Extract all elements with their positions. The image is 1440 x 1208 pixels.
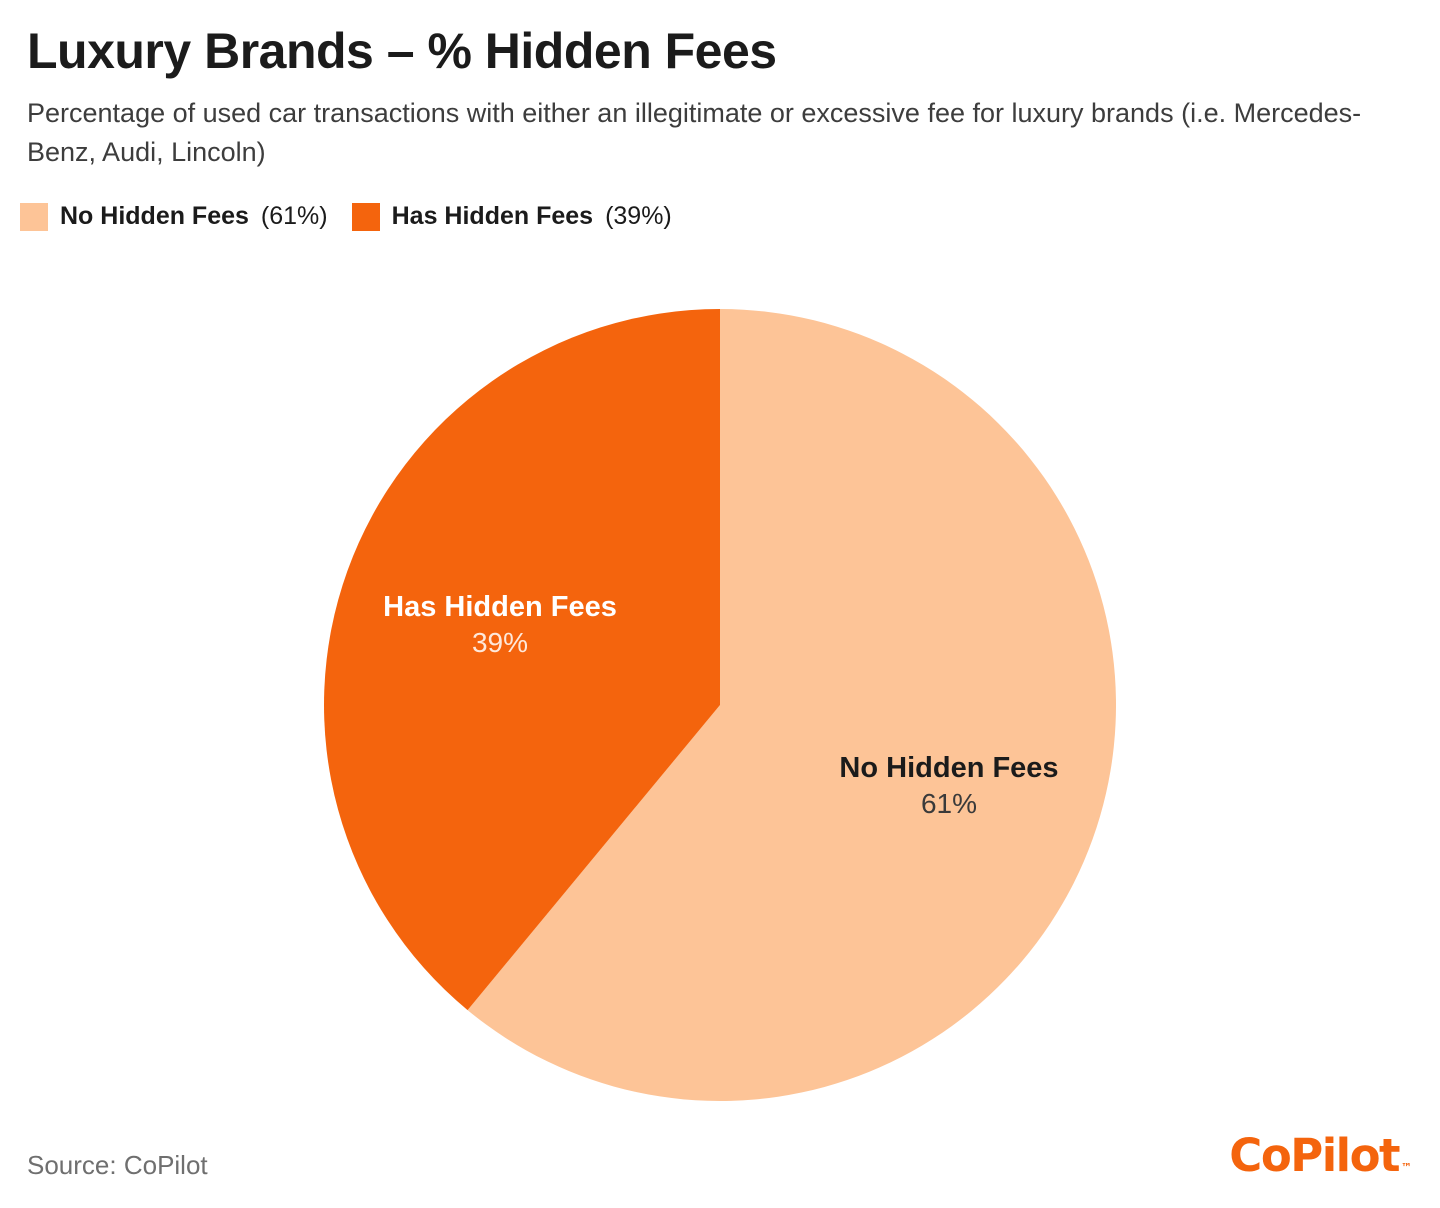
legend-label-no-hidden-fees: No Hidden Fees: [60, 202, 249, 230]
slice-label-percent: 39%: [471, 627, 529, 658]
legend-pct-no-hidden-fees: (61%): [260, 202, 328, 230]
page-subtitle: Percentage of used car transactions with…: [27, 98, 1362, 167]
legend-item-has-hidden-fees: Has Hidden Fees (39%): [351, 202, 672, 231]
pie-chart-area: Has Hidden Fees 39% No Hidden Fees 61%: [324, 309, 1116, 1101]
pie-slice-has-hidden-fees: [324, 309, 720, 1011]
legend-label-has-hidden-fees: Has Hidden Fees: [391, 202, 594, 230]
pie-chart: [324, 309, 1116, 1101]
legend-pct-has-hidden-fees: (39%): [605, 202, 672, 230]
legend-item-no-hidden-fees: No Hidden Fees (61%): [20, 202, 328, 231]
slice-label-has-hidden-fees: Has Hidden Fees 39%: [330, 589, 670, 661]
page-title: Luxury Brands – % Hidden Fees: [27, 23, 777, 79]
slice-label-percent: 61%: [920, 788, 978, 819]
slice-label-title: Has Hidden Fees: [383, 591, 617, 623]
copilot-logo-text: CoPilot: [1229, 1129, 1400, 1182]
slice-label-title: No Hidden Fees: [839, 752, 1059, 784]
trademark-symbol: ™: [1401, 1161, 1412, 1174]
legend-swatch-has-hidden-fees: [351, 202, 380, 231]
slice-label-no-hidden-fees: No Hidden Fees 61%: [779, 750, 1119, 822]
pie-slice-no-hidden-fees: [467, 309, 1116, 1101]
copilot-logo: CoPilot ™: [1229, 1133, 1412, 1178]
legend: No Hidden Fees (61%) Has Hidden Fees (39…: [20, 202, 672, 231]
legend-swatch-no-hidden-fees: [20, 202, 48, 231]
source-credit: Source: CoPilot: [27, 1150, 208, 1180]
